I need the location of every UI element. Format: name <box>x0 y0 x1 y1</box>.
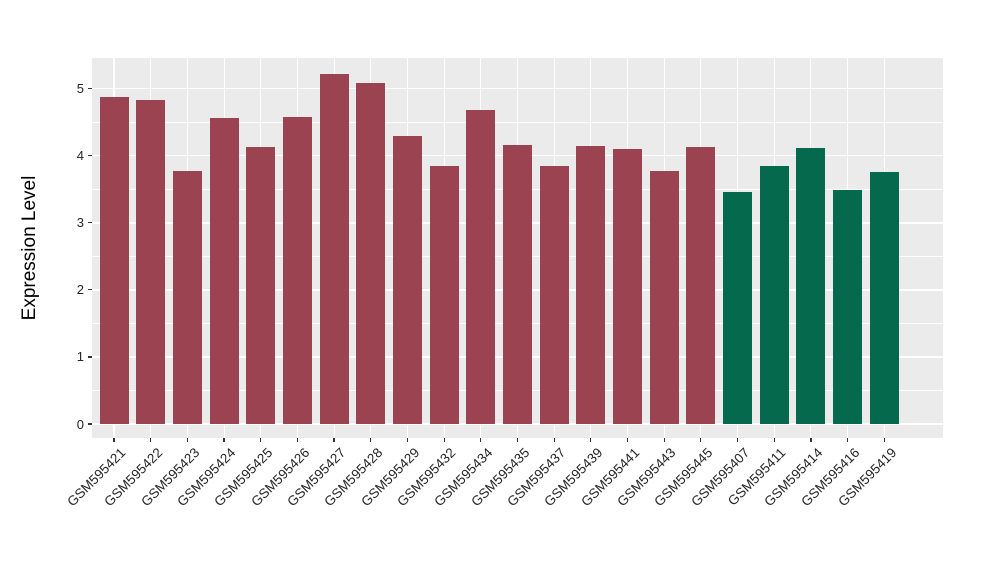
bar-GSM595424 <box>209 117 239 424</box>
y-tick-label: 1 <box>76 349 84 365</box>
x-tick-mark <box>847 438 849 442</box>
x-tick-label: GSM595445 <box>651 445 716 510</box>
plot-panel <box>92 58 943 438</box>
x-tick-label: GSM595428 <box>321 445 386 510</box>
bar-GSM595439 <box>576 145 606 424</box>
x-tick-label: GSM595437 <box>504 445 569 510</box>
bar-GSM595422 <box>136 100 166 424</box>
x-tick-label: GSM595425 <box>211 445 276 510</box>
x-tick-label: GSM595423 <box>137 445 202 510</box>
bar-GSM595416 <box>833 189 863 424</box>
bar-GSM595421 <box>99 96 129 424</box>
y-tick-label: 0 <box>76 416 84 432</box>
x-tick-mark <box>480 438 482 442</box>
x-tick-mark <box>223 438 225 442</box>
x-tick-mark <box>553 438 555 442</box>
bar-GSM595427 <box>319 73 349 424</box>
bar-GSM595445 <box>686 147 716 424</box>
y-tick-label: 3 <box>76 215 84 231</box>
bars-layer <box>92 58 943 438</box>
x-tick-label: GSM595432 <box>394 445 459 510</box>
x-tick-mark <box>736 438 739 442</box>
x-tick-mark <box>700 438 702 442</box>
x-tick-label: GSM595434 <box>431 445 496 510</box>
bar-GSM595414 <box>796 147 826 424</box>
x-tick-label: GSM595407 <box>687 445 753 510</box>
x-tick-mark <box>590 438 592 442</box>
bar-GSM595434 <box>466 110 496 424</box>
x-tick-label: GSM595429 <box>357 445 423 510</box>
y-tick-label: 5 <box>76 81 84 97</box>
bar-GSM595435 <box>503 145 532 424</box>
bar-GSM595432 <box>429 166 459 424</box>
x-tick-label: GSM595422 <box>101 445 166 510</box>
bar-GSM595411 <box>759 166 789 424</box>
bar-GSM595437 <box>539 166 569 424</box>
x-tick-label: GSM595424 <box>174 445 239 510</box>
x-tick-mark <box>443 438 445 442</box>
x-tick-mark <box>663 438 665 442</box>
x-tick-mark <box>773 438 775 442</box>
x-tick-label: GSM595443 <box>614 445 679 510</box>
bar-GSM595419 <box>869 171 899 424</box>
x-tick-mark <box>186 438 188 442</box>
y-axis-title: Expression Level <box>19 175 40 321</box>
x-tick-label: GSM595427 <box>284 445 349 510</box>
x-tick-label: GSM595421 <box>64 445 129 510</box>
x-tick-mark <box>406 438 409 442</box>
x-tick-mark <box>150 438 152 442</box>
bar-GSM595441 <box>613 149 643 424</box>
bar-GSM595423 <box>172 170 202 424</box>
y-tick-label: 4 <box>76 148 84 164</box>
x-tick-mark <box>260 438 262 442</box>
bar-GSM595426 <box>282 116 312 424</box>
x-tick-mark <box>626 438 629 442</box>
x-tick-mark <box>333 438 335 442</box>
x-tick-label: GSM595435 <box>467 445 533 510</box>
y-tick-label: 2 <box>76 282 84 298</box>
x-tick-mark <box>113 438 115 442</box>
x-tick-label: GSM595419 <box>834 445 899 510</box>
x-tick-label: GSM595411 <box>725 445 789 509</box>
bar-GSM595443 <box>649 171 679 424</box>
x-tick-mark <box>883 438 885 442</box>
x-tick-label: GSM595439 <box>541 445 606 510</box>
bar-GSM595425 <box>246 147 276 424</box>
x-tick-mark <box>296 438 298 442</box>
bar-GSM595429 <box>392 135 422 424</box>
bar-GSM595428 <box>356 82 386 424</box>
x-tick-label: GSM595414 <box>761 445 826 510</box>
x-tick-mark <box>810 438 812 442</box>
x-tick-mark <box>370 438 372 442</box>
bar-GSM595407 <box>723 191 753 424</box>
x-tick-label: GSM595441 <box>577 445 643 510</box>
x-tick-label: GSM595416 <box>798 445 863 510</box>
x-tick-label: GSM595426 <box>247 445 313 510</box>
x-tick-mark <box>516 438 519 442</box>
